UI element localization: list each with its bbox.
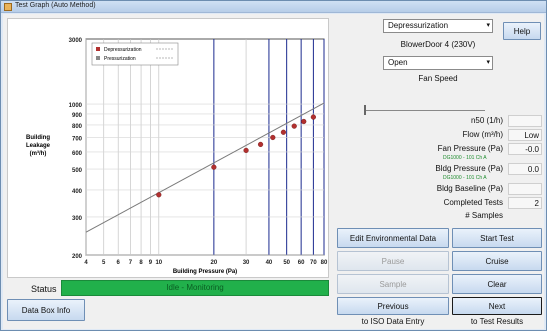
y-tick-label: 500 [72, 168, 83, 174]
fan-pressure-value: -0.0 [508, 143, 542, 155]
mode-dropdown[interactable]: Depressurization ▾ [383, 19, 493, 33]
plot-frame [85, 38, 325, 256]
app-icon [4, 3, 12, 11]
legend-marker [96, 47, 100, 51]
title-bar: Test Graph (Auto Method) [1, 1, 546, 13]
data-point [310, 114, 316, 120]
x-tick-label: 6 [117, 260, 121, 266]
x-tick-label: 40 [266, 260, 273, 266]
fan-speed-label: Fan Speed [418, 74, 458, 83]
fan-pressure-source: DG1000 - 101 Ch A [443, 155, 487, 161]
legend-marker [96, 56, 100, 60]
legend-box [91, 42, 179, 66]
bldg-pressure-source: DG1000 - 101 Ch A [443, 175, 487, 181]
x-tick-label: 10 [155, 260, 162, 266]
chevron-down-icon: ▾ [486, 22, 490, 29]
previous-caption: to ISO Data Entry [361, 317, 425, 326]
device-label: BlowerDoor 4 (230V) [400, 40, 476, 49]
start-test-button[interactable]: Start Test [452, 228, 542, 248]
bldg-baseline-value [508, 183, 542, 195]
edit-environmental-data-button[interactable]: Edit Environmental Data [337, 228, 449, 248]
x-tick-label: 80 [321, 260, 328, 266]
data-box-info-button[interactable]: Data Box Info [7, 299, 85, 321]
legend-entry: Depressurization [104, 47, 142, 53]
x-tick-label: 5 [102, 260, 106, 266]
cruise-button[interactable]: Cruise [452, 251, 542, 271]
data-point [270, 134, 276, 141]
data-point [211, 164, 217, 170]
next-button[interactable]: Next [452, 297, 542, 315]
y-axis-label: Building [26, 135, 50, 141]
data-point [301, 118, 307, 125]
completed-tests-value: 2 [508, 197, 542, 209]
fan-speed-thumb[interactable] [364, 105, 366, 115]
y-axis-label: (m³/h) [30, 150, 47, 157]
y-tick-label: 300 [72, 216, 83, 222]
x-tick-label: 7 [129, 260, 133, 266]
x-tick-label: 4 [84, 260, 88, 266]
fan-config-value: Open [388, 58, 408, 67]
y-tick-label: 800 [72, 124, 83, 130]
client-area: 3000 1000 900 800 700 600 500 400 300 200 4 5 6 7 8 9 10… [3, 14, 544, 329]
x-tick-label: 20 [211, 260, 218, 266]
y-tick-label: 600 [72, 151, 83, 157]
status-label: Status [31, 284, 57, 294]
chevron-down-icon: ▾ [486, 59, 490, 66]
y-tick-label: 200 [72, 254, 83, 260]
bldg-baseline-label: Bldg Baseline (Pa) [436, 184, 503, 193]
sample-button[interactable]: Sample [337, 274, 449, 294]
flow-label: Flow (m³/h) [462, 130, 503, 139]
status-bar: Idle - Monitoring [61, 280, 329, 296]
data-point [291, 123, 297, 129]
clear-button[interactable]: Clear [452, 274, 542, 294]
y-tick-label: 3000 [69, 38, 83, 44]
bldg-pressure-label: Bldg Pressure (Pa) [435, 164, 503, 173]
previous-button[interactable]: Previous [337, 297, 449, 315]
x-tick-label: 50 [283, 260, 290, 266]
window-title: Test Graph (Auto Method) [15, 2, 96, 9]
data-point [257, 141, 264, 148]
flow-value: Low [508, 129, 542, 141]
fan-pressure-label: Fan Pressure (Pa) [437, 144, 503, 153]
x-tick-label: 60 [298, 260, 305, 266]
n50-value [508, 115, 542, 127]
fan-config-dropdown[interactable]: Open ▾ [383, 56, 493, 70]
fit-line [85, 102, 325, 233]
legend-entry: Pressurization [104, 56, 136, 62]
x-tick-label: 70 [310, 260, 317, 266]
data-point [243, 147, 249, 153]
pause-button[interactable]: Pause [337, 251, 449, 271]
y-tick-label: 1000 [69, 103, 83, 109]
y-tick-label: 700 [72, 136, 83, 142]
y-tick-label: 400 [72, 189, 83, 195]
fan-speed-slider[interactable] [365, 110, 485, 111]
next-caption: to Test Results [470, 317, 524, 326]
y-axis-label: Leakage [26, 143, 51, 149]
x-tick-label: 30 [243, 260, 250, 266]
completed-tests-label: Completed Tests [443, 198, 503, 207]
status-text: Idle - Monitoring [166, 283, 224, 292]
n50-label: n50 (1/h) [470, 116, 503, 125]
x-tick-label: 8 [139, 260, 143, 266]
data-point [280, 129, 287, 135]
y-tick-label: 900 [72, 113, 83, 119]
mode-value: Depressurization [388, 21, 449, 30]
help-button[interactable]: Help [503, 22, 541, 40]
samples-label: # Samples [465, 211, 503, 220]
bldg-pressure-value: 0.0 [508, 163, 542, 175]
x-tick-label: 9 [149, 260, 153, 266]
data-point [156, 192, 162, 198]
leakage-chart: 3000 1000 900 800 700 600 500 400 300 200 4 5 6 7 8 9 10… [7, 18, 329, 278]
x-axis-label: Building Pressure (Pa) [173, 269, 237, 275]
